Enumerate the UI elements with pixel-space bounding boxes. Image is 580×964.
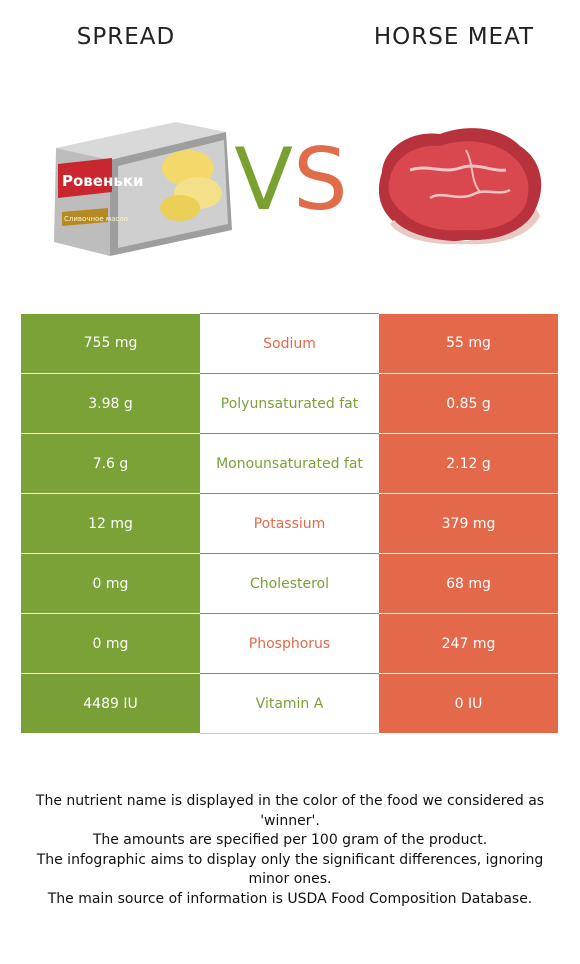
left-value: 4489 IU: [21, 673, 200, 734]
right-value: 0 IU: [379, 673, 558, 734]
left-value: 0 mg: [21, 553, 200, 614]
comparison-row: 0 mg Phosphorus 247 mg: [21, 613, 558, 674]
comparison-row: 12 mg Potassium 379 mg: [21, 493, 558, 554]
nutrient-name: Sodium: [200, 313, 379, 374]
raw-meat-image: [378, 128, 542, 245]
left-value: 755 mg: [21, 313, 200, 374]
note-line: The nutrient name is displayed in the co…: [35, 793, 545, 829]
comparison-row: 0 mg Cholesterol 68 mg: [21, 553, 558, 614]
comparison-row: 755 mg Sodium 55 mg: [21, 313, 558, 374]
right-food-title: HORSE MEAT: [373, 24, 535, 50]
left-value: 3.98 g: [21, 373, 200, 434]
nutrient-name: Polyunsaturated fat: [200, 373, 379, 434]
comparison-row: 3.98 g Polyunsaturated fat 0.85 g: [21, 373, 558, 434]
note-line: The infographic aims to display only the…: [36, 851, 544, 888]
note-line: The main source of information is USDA F…: [47, 890, 533, 907]
package-product-text: Сливочное масло: [64, 215, 128, 223]
nutrient-name: Vitamin A: [200, 673, 379, 734]
right-value: 68 mg: [379, 553, 558, 614]
nutrient-name: Cholesterol: [200, 553, 379, 614]
nutrient-name: Monounsaturated fat: [200, 433, 379, 494]
right-value: 247 mg: [379, 613, 558, 674]
footnotes: The nutrient name is displayed in the co…: [20, 792, 560, 909]
comparison-table: 755 mg Sodium 55 mg 3.98 g Polyunsaturated f…: [21, 313, 558, 734]
left-value: 7.6 g: [21, 433, 200, 494]
vs-label: VS: [234, 130, 348, 230]
nutrient-name: Potassium: [200, 493, 379, 554]
right-value: 0.85 g: [379, 373, 558, 434]
left-food-title: SPREAD: [76, 24, 176, 50]
package-brand-text: Ровеньки: [62, 172, 144, 190]
left-value: 0 mg: [21, 613, 200, 674]
left-value: 12 mg: [21, 493, 200, 554]
right-value: 2.12 g: [379, 433, 558, 494]
butter-package-image: Ровеньки Сливочное масло: [54, 122, 232, 256]
nutrient-name: Phosphorus: [200, 613, 379, 674]
right-value: 379 mg: [379, 493, 558, 554]
comparison-row: 7.6 g Monounsaturated fat 2.12 g: [21, 433, 558, 494]
right-value: 55 mg: [379, 313, 558, 374]
note-line: The amounts are specified per 100 gram o…: [92, 832, 488, 848]
